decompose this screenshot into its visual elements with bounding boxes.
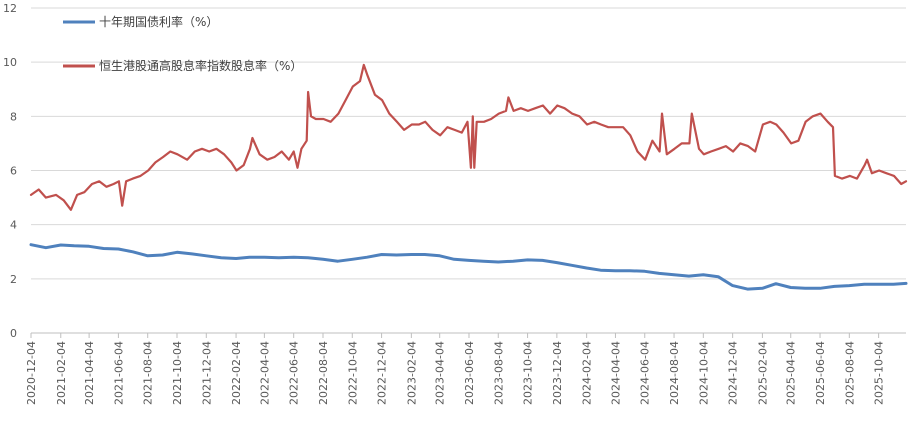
legend: 十年期国债利率（%） 恒生港股通高股息率指数股息率（%） bbox=[63, 14, 302, 73]
y-tick-label: 12 bbox=[3, 2, 17, 15]
x-tick-label: 2021-06-04 bbox=[112, 341, 125, 405]
x-tick-label: 2021-02-04 bbox=[55, 341, 68, 405]
x-tick-label: 2024-04-04 bbox=[609, 341, 622, 405]
x-tick-label: 2025-04-04 bbox=[785, 341, 798, 405]
series-line-dividend-yield bbox=[29, 63, 908, 211]
x-tick-label: 2022-06-04 bbox=[288, 341, 301, 405]
series-line-bond-yield bbox=[29, 243, 908, 291]
x-tick-label: 2025-02-04 bbox=[756, 341, 769, 405]
x-tick-label: 2021-10-04 bbox=[171, 341, 184, 405]
gridlines bbox=[31, 7, 906, 334]
x-tick-label: 2023-02-04 bbox=[405, 341, 418, 405]
x-tick-label: 2021-04-04 bbox=[83, 341, 96, 405]
x-axis: 2020-12-04 2021-02-04 2021-04-04 2021-06-04… bbox=[25, 333, 886, 405]
x-tick-label: 2020-12-04 bbox=[25, 341, 38, 405]
x-tick-label: 2022-10-04 bbox=[346, 341, 359, 405]
x-tick-label: 2022-04-04 bbox=[258, 341, 271, 405]
y-tick-label: 6 bbox=[10, 165, 17, 178]
y-tick-label: 2 bbox=[10, 273, 17, 286]
x-tick-label: 2023-08-04 bbox=[492, 341, 505, 405]
legend-label-dividend: 恒生港股通高股息率指数股息率（%） bbox=[99, 58, 302, 73]
x-tick-label: 2023-10-04 bbox=[522, 341, 535, 405]
legend-label-bond: 十年期国债利率（%） bbox=[99, 14, 218, 29]
x-tick-label: 2024-02-04 bbox=[581, 341, 594, 405]
y-tick-label: 4 bbox=[10, 219, 17, 232]
x-tick-label: 2025-10-04 bbox=[873, 341, 886, 405]
x-tick-label: 2024-12-04 bbox=[727, 341, 740, 405]
y-tick-label: 8 bbox=[10, 110, 17, 123]
x-tick-label: 2021-08-04 bbox=[142, 341, 155, 405]
x-tick-label: 2022-02-04 bbox=[230, 341, 243, 405]
x-tick-label: 2021-12-04 bbox=[200, 341, 213, 405]
x-tick-label: 2024-08-04 bbox=[668, 341, 681, 405]
x-tick-label: 2022-12-04 bbox=[376, 341, 389, 405]
x-tick-label: 2025-06-04 bbox=[814, 341, 827, 405]
x-tick-label: 2024-06-04 bbox=[639, 341, 652, 405]
x-tick-label: 2023-04-04 bbox=[434, 341, 447, 405]
y-tick-label: 10 bbox=[3, 56, 17, 69]
y-axis: 0 2 4 6 8 10 12 bbox=[3, 2, 17, 340]
y-tick-label: 0 bbox=[10, 327, 17, 340]
x-tick-label: 2025-08-04 bbox=[843, 341, 856, 405]
x-tick-label: 2023-06-04 bbox=[463, 341, 476, 405]
series-lines bbox=[29, 63, 908, 291]
x-tick-label: 2024-10-04 bbox=[697, 341, 710, 405]
x-tick-label: 2023-12-04 bbox=[551, 341, 564, 405]
x-tick-label: 2022-08-04 bbox=[317, 341, 330, 405]
